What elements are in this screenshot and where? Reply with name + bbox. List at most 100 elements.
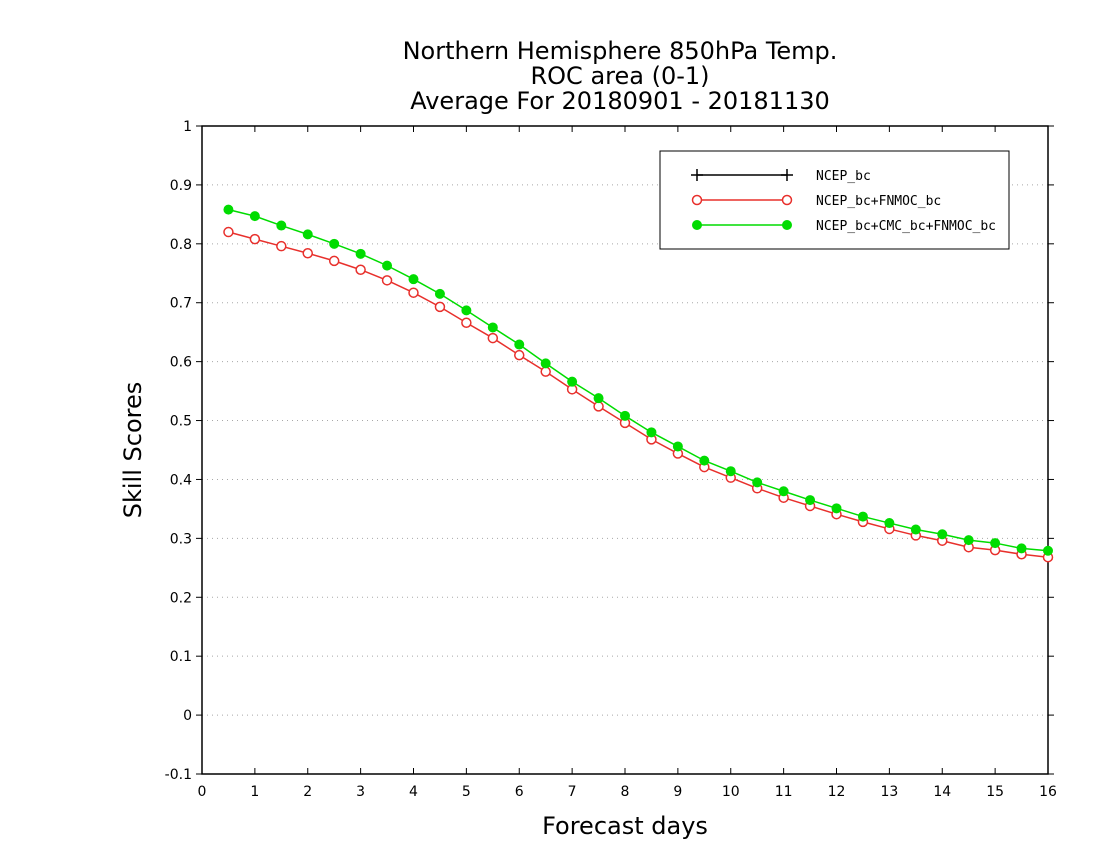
x-tick-label: 15 [986,784,1004,800]
data-point [329,238,340,249]
chart-title: Northern Hemisphere 850hPa Temp.ROC area… [403,37,838,115]
data-point [782,220,792,230]
y-tick-label: 0.6 [170,355,192,371]
data-point [937,529,948,540]
y-tick-label: 0.7 [170,296,192,312]
data-point [249,233,261,245]
data-point [487,322,498,333]
data-point [355,248,366,259]
y-tick-label: 0.3 [170,531,192,547]
data-point [1016,543,1027,554]
series [223,204,1054,563]
data-point [752,477,763,488]
y-tick-label: 0 [183,708,192,724]
chart-title-line: Average For 20180901 - 20181130 [410,87,830,115]
series-line [228,208,1049,552]
data-point [382,260,393,271]
legend-item: NCEP_bc+FNMOC_bc [691,194,941,209]
x-tick-label: 8 [621,784,630,800]
data-point [990,538,1001,549]
series-line [228,231,1049,558]
legend-label: NCEP_bc+FNMOC_bc [816,194,941,209]
y-axis: -0.1 0 0.1 0.2 0.3 0.4 0.5 0.6 0.7 0.8 0.9 1 [165,119,1054,783]
chart-title-line: ROC area (0-1) [530,62,709,90]
x-tick-label: 1 [250,784,259,800]
data-point [910,524,921,535]
data-point [223,204,234,215]
y-tick-label: 0.1 [170,649,192,665]
data-point [672,441,683,452]
series-2 [223,204,1053,556]
y-tick-label: 0.4 [170,472,192,488]
data-point [461,305,472,316]
grid [202,184,1048,716]
data-point [381,275,393,286]
data-point [434,301,446,313]
y-tick-label: 0.8 [170,237,192,253]
data-point [408,274,419,285]
data-point [540,358,551,369]
x-axis-label: Forecast days [542,812,708,840]
legend-item: NCEP_bc [691,169,871,184]
data-point [699,455,710,466]
data-point [963,535,974,546]
data-point [434,288,445,299]
x-tick-label: 13 [880,784,898,800]
data-point [593,401,604,412]
x-tick-label: 10 [722,784,740,800]
data-point [223,226,234,238]
legend-label: NCEP_bc [816,169,871,184]
chart-title-line: Northern Hemisphere 850hPa Temp. [403,37,838,65]
data-point [355,264,366,275]
data-point [461,317,472,329]
x-tick-label: 6 [515,784,524,800]
data-point [487,332,499,344]
data-point [302,247,313,259]
data-point [620,410,630,421]
y-tick-label: 0.9 [170,178,192,194]
x-tick-label: 11 [775,784,793,800]
data-point [567,376,578,387]
data-point [1043,545,1053,556]
x-axis: 0 1 2 3 4 5 6 7 8 9 10 11 12 13 14 15 16 [198,126,1057,800]
y-tick-label: 0.5 [170,414,192,430]
data-point [302,229,313,240]
y-tick-label: 0.2 [170,590,192,606]
x-tick-label: 2 [303,784,312,800]
data-point [884,518,895,529]
data-point [593,393,604,404]
data-point [831,503,842,514]
data-point [781,169,793,181]
legend: NCEP_bc NCEP_bc+FNMOC_bc NCEP_bc+CMC_bc+FN… [659,150,1010,250]
data-point [249,211,260,222]
x-tick-label: 0 [198,784,207,800]
data-point [276,220,287,231]
x-tick-label: 4 [409,784,418,800]
y-tick-label: -0.1 [165,767,192,783]
x-tick-label: 12 [828,784,846,800]
data-point [805,495,816,506]
x-tick-label: 7 [568,784,577,800]
x-tick-label: 3 [356,784,365,800]
y-tick-label: 1 [183,119,192,135]
data-point [408,287,419,298]
x-tick-label: 14 [933,784,951,800]
legend-label: NCEP_bc+CMC_bc+FNMOC_bc [816,219,996,234]
data-point [691,194,703,206]
data-point [514,339,525,350]
data-point [646,427,657,438]
data-point [725,466,736,477]
data-point [691,169,703,181]
data-point [328,255,340,267]
x-tick-label: 9 [673,784,682,800]
data-point [692,220,702,230]
data-point [540,366,551,377]
data-point [857,511,868,522]
y-axis-label: Skill Scores [119,382,147,519]
legend-item: NCEP_bc+CMC_bc+FNMOC_bc [692,219,996,234]
data-point [781,194,793,206]
data-point [276,240,287,252]
x-tick-label: 5 [462,784,471,800]
series-1 [223,226,1054,563]
